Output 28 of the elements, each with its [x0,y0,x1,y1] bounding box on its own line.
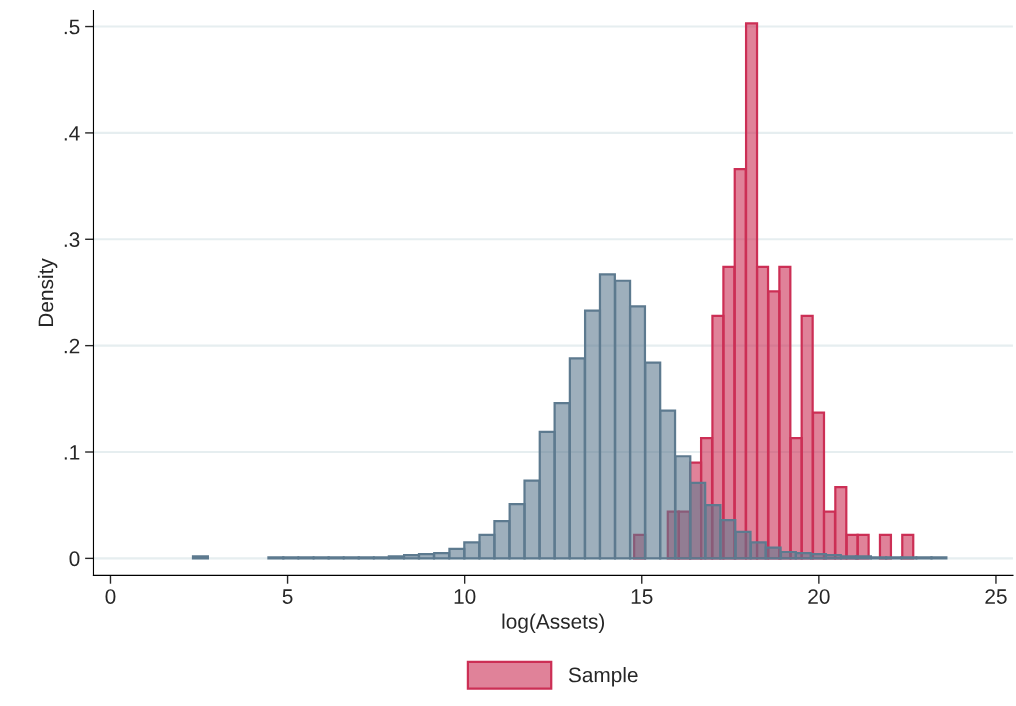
legend-label: Sample [568,667,638,687]
y-tick-label: .5 [64,19,80,35]
bar [644,361,662,560]
bar [749,541,767,560]
x-tick-label: 25 [985,589,1007,604]
y-tick-label: .3 [64,232,80,248]
x-tick-label: 20 [808,589,830,604]
y-tick-label: .1 [64,445,80,460]
bar [191,555,209,560]
x-tick-label: 5 [282,589,293,604]
bar [523,479,541,560]
y-tick-label: 0 [69,551,80,567]
y-tick-label: .2 [64,338,80,354]
bar [854,555,873,560]
y-tick-label: .4 [64,126,80,141]
bar [704,504,722,560]
x-tick-label: 15 [631,589,653,604]
x-tick-label: 10 [454,589,476,604]
bar [734,530,752,560]
x-axis-title: log(Assets) [502,613,605,633]
bar [689,481,707,560]
bar [659,409,677,560]
bar [493,520,511,560]
y-axis-title: Density [37,258,58,327]
bar [719,518,737,560]
x-tick-label: 0 [105,589,116,604]
bar [628,305,647,560]
bar [674,455,692,560]
